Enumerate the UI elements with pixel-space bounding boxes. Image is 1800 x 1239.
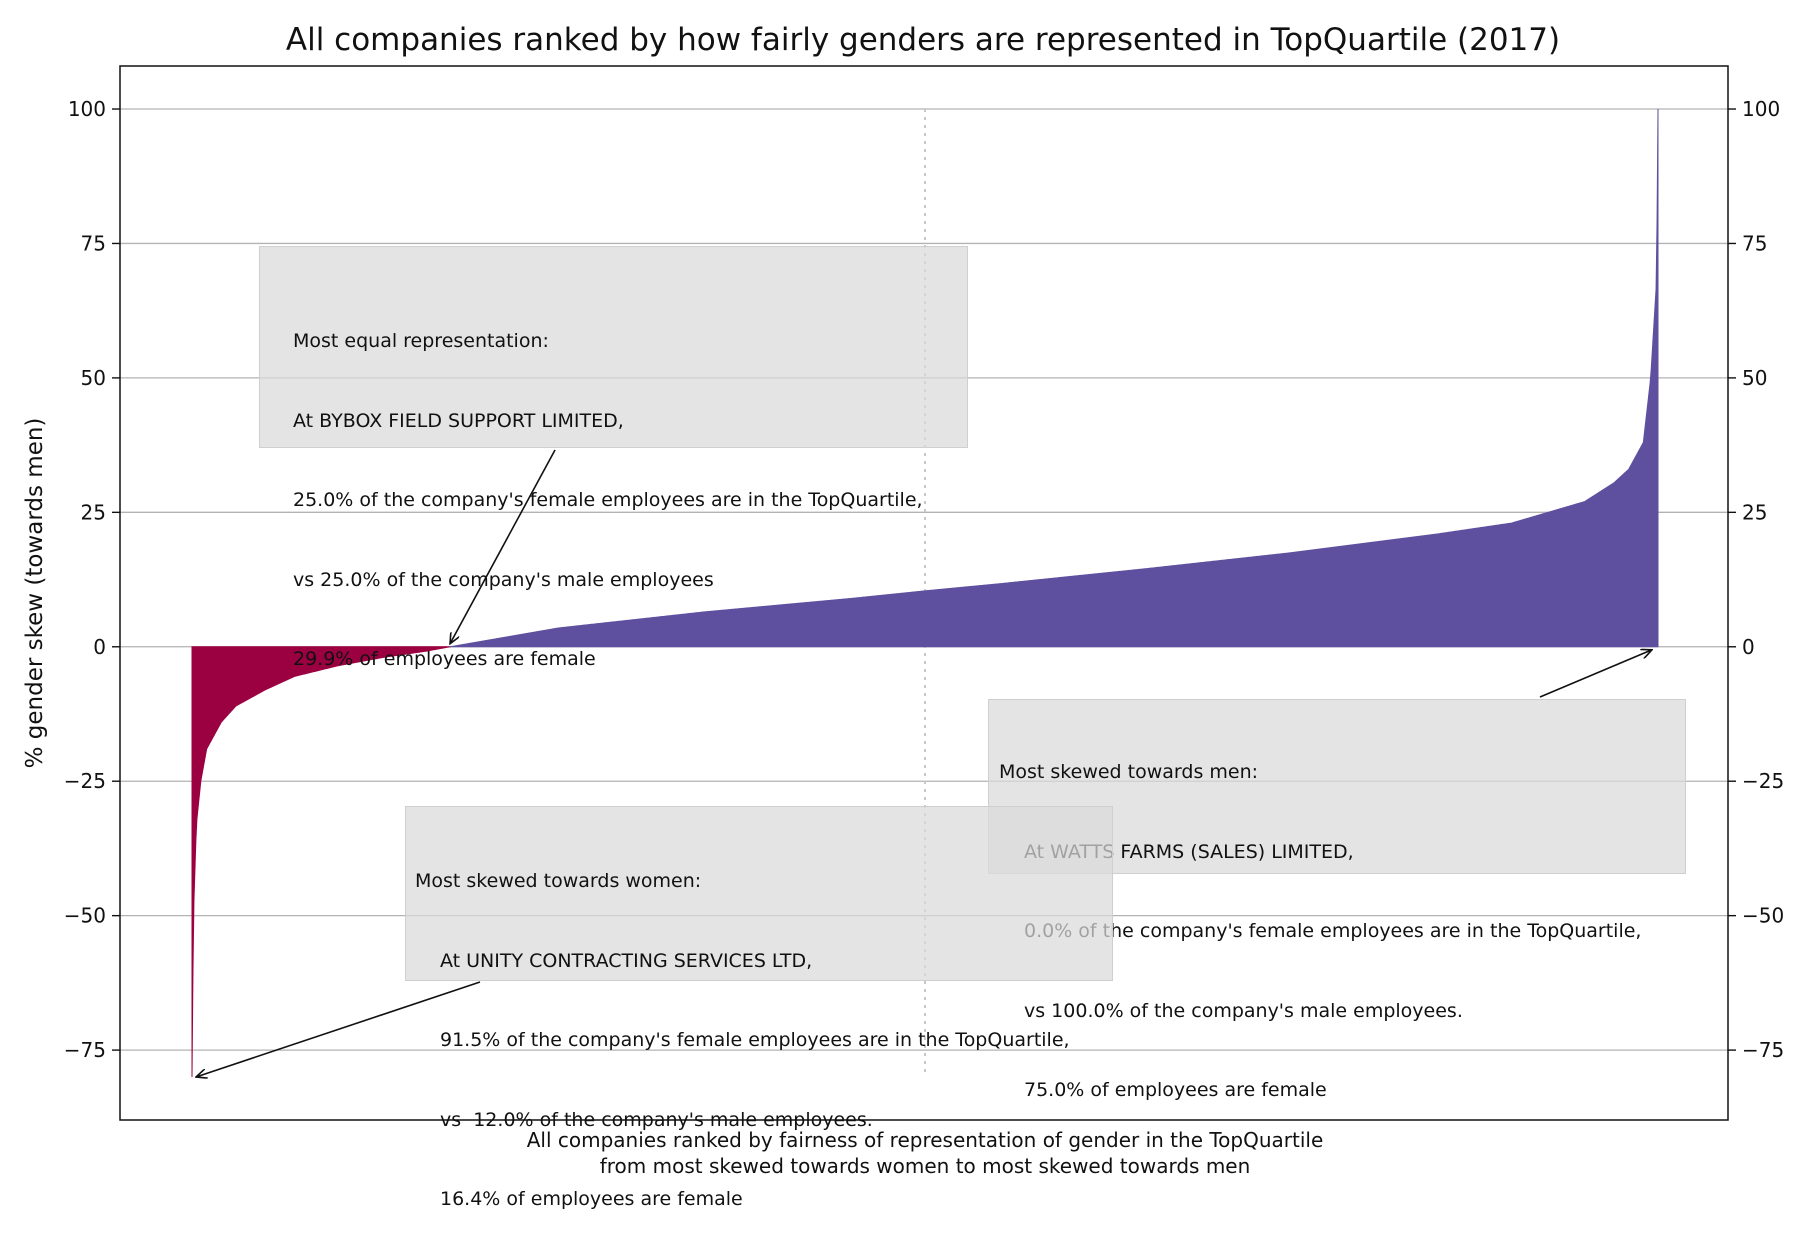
y-axis-label: % gender skew (towards men) bbox=[22, 418, 48, 769]
data-areas bbox=[191, 109, 1659, 1077]
area-skew-men bbox=[448, 109, 1659, 648]
y-tick-label: 100 bbox=[68, 97, 106, 121]
y-axis-right: 100 75 50 25 0 −25 −50 −75 bbox=[1728, 97, 1784, 1062]
y-axis-left: 100 75 50 25 0 −25 −50 −75 bbox=[64, 97, 120, 1062]
y-tick-label: 0 bbox=[93, 635, 106, 659]
y-tick-label-right: −75 bbox=[1742, 1038, 1784, 1062]
annotation-most-skewed-men: Most skewed towards men: At WATTS FARMS … bbox=[988, 699, 1686, 1101]
annotation-female-percent: 16.4% of employees are female bbox=[440, 1188, 743, 1210]
annotation-most-skewed-women: Most skewed towards women: At UNITY CONT… bbox=[405, 806, 1113, 1210]
arrow-women bbox=[196, 981, 481, 1077]
y-tick-label-right: 25 bbox=[1742, 500, 1767, 524]
annotation-most-equal: Most equal representation: At BYBOX FIEL… bbox=[259, 246, 968, 670]
y-tick-label: 25 bbox=[81, 500, 106, 524]
annotation-female-share: 25.0% of the company's female employees … bbox=[293, 489, 923, 511]
y-tick-label-right: −50 bbox=[1742, 904, 1784, 928]
y-tick-label-right: 100 bbox=[1742, 97, 1780, 121]
y-tick-label-right: −25 bbox=[1742, 769, 1784, 793]
plot-frame bbox=[119, 65, 1729, 1121]
y-tick-label: −50 bbox=[64, 904, 106, 928]
annotation-male-share: vs 100.0% of the company's male employee… bbox=[1024, 999, 1463, 1022]
y-tick-label: 75 bbox=[81, 231, 106, 255]
annotation-female-share: 91.5% of the company's female employees … bbox=[440, 1029, 1070, 1051]
y-tick-label-right: 75 bbox=[1742, 231, 1767, 255]
area-skew-women bbox=[191, 646, 452, 1077]
y-tick-label: 50 bbox=[81, 366, 106, 390]
annotation-male-share: vs 12.0% of the company's male employees… bbox=[440, 1108, 873, 1131]
annotation-female-percent: 29.9% of employees are female bbox=[293, 648, 596, 670]
y-tick-label-right: 50 bbox=[1742, 366, 1767, 390]
annotation-male-share: vs 25.0% of the company's male employees bbox=[293, 568, 714, 591]
annotation-heading: Most skewed towards men: bbox=[999, 761, 1259, 783]
arrow-men bbox=[1539, 650, 1652, 698]
y-tick-label-right: 0 bbox=[1742, 635, 1755, 659]
chart-title: All companies ranked by how fairly gende… bbox=[286, 22, 1560, 58]
annotation-company: At BYBOX FIELD SUPPORT LIMITED, bbox=[293, 409, 624, 432]
x-axis-label: All companies ranked by fairness of repr… bbox=[527, 1128, 1324, 1152]
annotation-heading: Most equal representation: bbox=[293, 330, 549, 352]
arrow-equal bbox=[450, 449, 556, 644]
y-tick-label: −75 bbox=[64, 1038, 106, 1062]
annotation-female-percent: 75.0% of employees are female bbox=[1024, 1079, 1327, 1101]
annotation-company: At UNITY CONTRACTING SERVICES LTD, bbox=[440, 949, 813, 972]
y-tick-label: −25 bbox=[64, 769, 106, 793]
annotation-arrows bbox=[196, 449, 1652, 1077]
annotation-heading: Most skewed towards women: bbox=[415, 870, 702, 892]
x-axis-label-line-2: from most skewed towards women to most s… bbox=[600, 1154, 1251, 1178]
